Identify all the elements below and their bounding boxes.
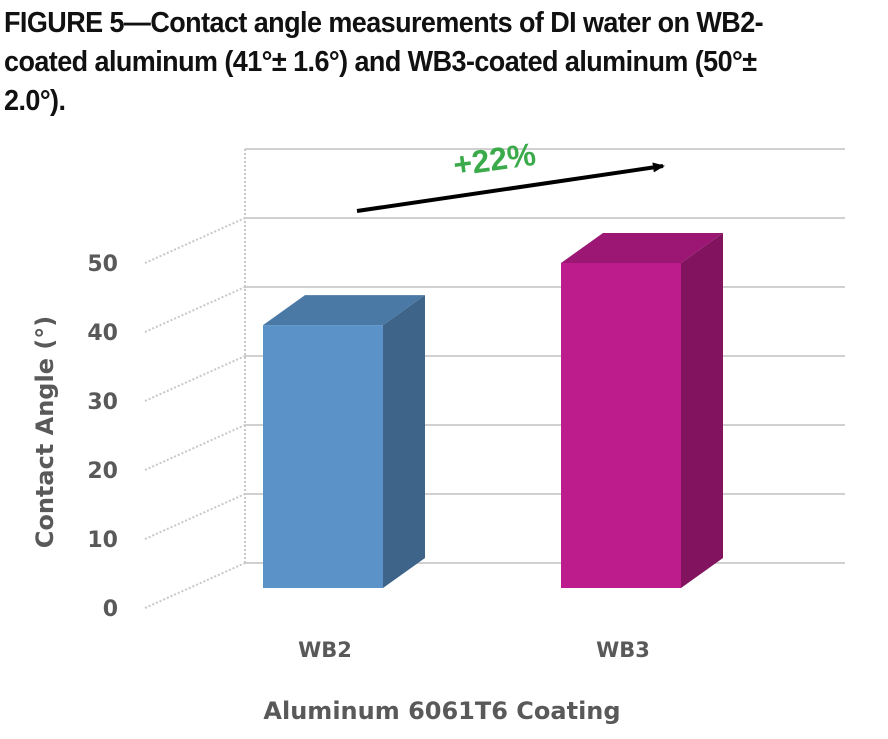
y-tick-label: 40 bbox=[87, 321, 118, 346]
bar-wb3 bbox=[561, 233, 723, 588]
bar-side-face bbox=[383, 295, 425, 588]
x-tick-label: WB3 bbox=[596, 638, 650, 662]
gridline-diagonal bbox=[144, 562, 246, 609]
y-tick-label: 20 bbox=[87, 459, 118, 484]
annotation-label: +22% bbox=[451, 136, 538, 183]
x-tick-label: WB2 bbox=[298, 638, 352, 662]
figure-caption: FIGURE 5—Contact angle measurements of D… bbox=[4, 7, 764, 117]
y-tick-label: 50 bbox=[87, 252, 118, 277]
bar-front-face bbox=[561, 263, 681, 588]
bar-front-face bbox=[263, 325, 383, 588]
x-axis-categories: WB2 WB3 bbox=[298, 638, 650, 662]
gridline-diagonal bbox=[144, 493, 246, 540]
gridlines bbox=[144, 148, 845, 609]
bar-top-face bbox=[561, 233, 723, 263]
gridline-diagonal bbox=[144, 355, 246, 402]
bar-wb2 bbox=[263, 295, 425, 588]
bar-top-face bbox=[263, 295, 425, 326]
y-tick-label: 10 bbox=[87, 528, 118, 553]
trend-arrow bbox=[356, 162, 665, 213]
gridline-diagonal bbox=[144, 217, 246, 264]
annotation: +22% bbox=[356, 136, 665, 213]
y-tick-label: 0 bbox=[103, 597, 118, 622]
gridline-diagonal bbox=[144, 286, 246, 333]
y-axis-title: Contact Angle (°) bbox=[31, 316, 59, 549]
x-axis-title: Aluminum 6061T6 Coating bbox=[263, 697, 620, 725]
y-tick-label: 30 bbox=[87, 390, 118, 415]
gridline-diagonal bbox=[144, 424, 246, 471]
bar-side-face bbox=[681, 233, 723, 588]
y-axis-ticks: 0 10 20 30 40 50 bbox=[87, 252, 118, 622]
bars bbox=[263, 233, 723, 588]
